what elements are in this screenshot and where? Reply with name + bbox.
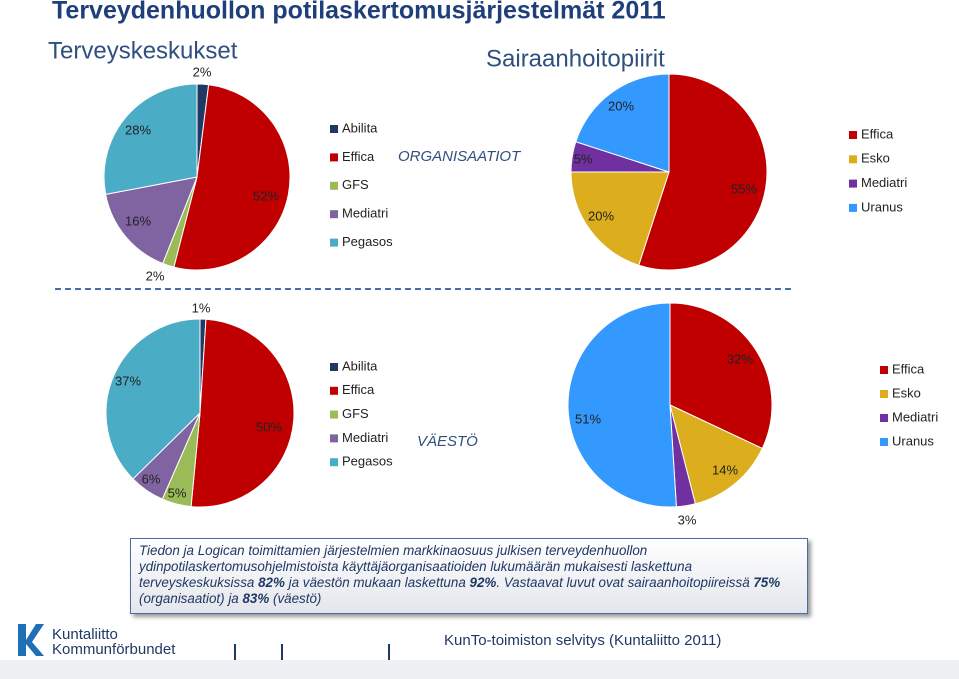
- note-highlight: 82%: [258, 575, 285, 590]
- note-text: (väestö): [269, 591, 322, 606]
- legend-swatch: [330, 125, 338, 133]
- pie-slice: [575, 73, 670, 173]
- legend-label: Effica: [342, 382, 375, 397]
- legend-swatch: [330, 153, 338, 162]
- pie-slice: [103, 83, 198, 196]
- legend-swatch: [330, 458, 338, 467]
- legend-label: Esko: [892, 385, 921, 400]
- data-label: 2%: [146, 268, 165, 283]
- legend-label: Uranus: [892, 433, 934, 448]
- data-label: 5%: [574, 151, 593, 166]
- note-text: . Vastaavat luvut ovat sairaanhoitopiire…: [496, 575, 754, 590]
- pie-slice: [105, 318, 201, 480]
- legend-swatch: [330, 410, 338, 419]
- data-label: 32%: [727, 351, 753, 366]
- title: Terveydenhuollon potilaskertomusjärjeste…: [52, 0, 666, 25]
- legend-label: Mediatri: [342, 430, 388, 445]
- note-highlight: 92%: [469, 575, 497, 590]
- data-label: 5%: [168, 485, 187, 500]
- legend-label: Pegasos: [342, 454, 393, 469]
- legend-label: Esko: [861, 151, 890, 166]
- data-label: 51%: [575, 411, 601, 426]
- data-label: 20%: [608, 98, 634, 113]
- pie-slice: [570, 171, 670, 266]
- section-title: Sairaanhoitopiirit: [486, 45, 665, 72]
- data-label: 14%: [712, 462, 738, 477]
- legend-swatch: [880, 438, 888, 446]
- legend-swatch: [330, 434, 338, 443]
- legend-label: GFS: [342, 177, 369, 192]
- pie-slice: [105, 176, 198, 265]
- legend-label: Mediatri: [861, 175, 907, 190]
- legend-swatch: [330, 386, 338, 395]
- logo-text: Kuntaliitto: [52, 626, 118, 643]
- data-label: 50%: [256, 419, 282, 434]
- legend-label: Abilita: [342, 358, 378, 373]
- source: KunTo-toimiston selvitys (Kuntaliitto 20…: [444, 632, 721, 649]
- data-label: 52%: [253, 188, 279, 203]
- note: Tiedon ja Logican toimittamien järjestel…: [130, 538, 808, 614]
- logo-text: Kommunförbundet: [52, 641, 176, 658]
- data-label: 20%: [588, 208, 614, 223]
- row-label: ORGANISAATIOT: [398, 148, 522, 165]
- pie-slice: [173, 84, 291, 271]
- note-text: ja väestön mukaan laskettuna: [284, 575, 470, 590]
- pie-slice: [669, 302, 773, 450]
- data-label: 55%: [731, 181, 757, 196]
- legend-swatch: [849, 179, 857, 188]
- data-label: 1%: [192, 300, 211, 315]
- data-label: 28%: [125, 122, 151, 137]
- data-label: 3%: [678, 512, 697, 527]
- legend-swatch: [330, 363, 338, 371]
- legend-label: Mediatri: [892, 409, 938, 424]
- pie-slice: [669, 404, 763, 505]
- legend-swatch: [330, 238, 338, 247]
- note-highlight: 75%: [753, 575, 781, 590]
- data-label: 6%: [142, 471, 161, 486]
- legend-swatch: [880, 390, 888, 398]
- legend-swatch: [880, 414, 888, 422]
- legend-swatch: [849, 131, 857, 139]
- legend-swatch: [880, 366, 888, 374]
- legend-label: Pegasos: [342, 234, 393, 249]
- legend-label: Effica: [861, 126, 894, 141]
- footer-band: [0, 660, 959, 679]
- legend-swatch: [330, 181, 338, 190]
- legend-swatch: [330, 210, 338, 219]
- note-highlight: 83%: [242, 591, 270, 606]
- legend-label: GFS: [342, 406, 369, 421]
- note-text: (organisaatiot) ja: [139, 591, 243, 606]
- data-label: 16%: [125, 213, 151, 228]
- pie-slice: [567, 302, 677, 508]
- legend-label: Uranus: [861, 199, 903, 214]
- legend-label: Abilita: [342, 120, 378, 135]
- logo-mark: [18, 624, 44, 656]
- legend-swatch: [849, 155, 857, 164]
- row-label: VÄESTÖ: [417, 432, 478, 450]
- data-label: 37%: [115, 373, 141, 388]
- legend-swatch: [849, 203, 857, 212]
- legend-label: Effica: [892, 361, 925, 376]
- pie-slice: [190, 318, 295, 508]
- section-title: Terveyskeskukset: [48, 37, 238, 64]
- note-text: Tiedon ja Logican toimittamien järjestel…: [139, 543, 693, 590]
- data-label: 2%: [193, 64, 212, 79]
- pie-slice: [638, 73, 768, 271]
- legend-label: Effica: [342, 149, 375, 164]
- legend-label: Mediatri: [342, 206, 388, 221]
